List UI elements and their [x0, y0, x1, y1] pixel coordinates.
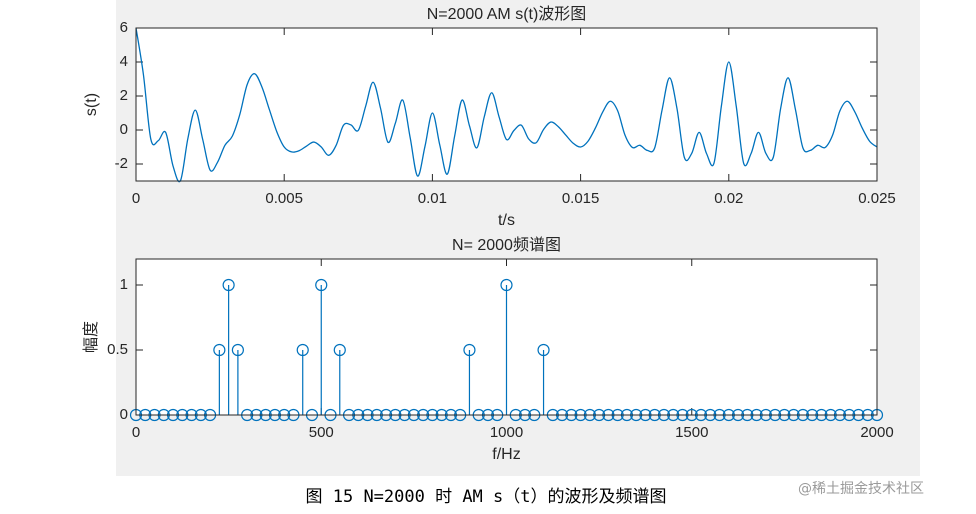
- x-tick-label: 1500: [675, 424, 708, 441]
- x-axis-label: f/Hz: [492, 446, 520, 463]
- plot-area: [136, 28, 877, 181]
- watermark: @稀土掘金技术社区: [798, 481, 924, 497]
- stem-marker: [537, 343, 550, 357]
- stem-marker: [213, 343, 226, 357]
- y-tick-label: 0: [120, 121, 128, 138]
- x-tick-label: 0.025: [858, 190, 896, 207]
- x-tick-label: 0: [132, 424, 140, 441]
- chart-title: N= 2000频谱图: [452, 236, 561, 254]
- y-tick-label: 0: [120, 406, 128, 423]
- stem-marker: [231, 343, 244, 357]
- x-tick-label: 0: [132, 190, 140, 207]
- axes-box: [135, 258, 878, 416]
- x-tick-label: 0.005: [265, 190, 303, 207]
- x-tick-label: 2000: [860, 424, 893, 441]
- x-tick-label: 1000: [490, 424, 523, 441]
- stem-marker: [463, 343, 476, 357]
- y-axis-label: 幅度: [82, 321, 100, 353]
- stem-marker: [500, 278, 513, 292]
- signal-line: [136, 27, 877, 183]
- y-tick-label: 2: [120, 87, 128, 104]
- stem-marker: [296, 343, 309, 357]
- y-tick-label: 0.5: [107, 341, 128, 358]
- y-tick-label: -2: [115, 155, 128, 172]
- x-tick-label: 500: [309, 424, 334, 441]
- stem-marker: [315, 278, 328, 292]
- x-tick-label: 0.01: [418, 190, 447, 207]
- x-axis-label: t/s: [498, 212, 515, 229]
- stem-marker: [222, 278, 235, 292]
- y-tick-label: 6: [120, 19, 128, 36]
- x-tick-label: 0.02: [714, 190, 743, 207]
- axes-box: [135, 27, 878, 182]
- x-tick-label: 0.015: [562, 190, 600, 207]
- stem-marker: [333, 343, 346, 357]
- axes: 0 0.005 0.01 0.015 0.02 0.025 -2 0 2 4 6 N=2000 AM …: [83, 5, 896, 229]
- y-tick-label: 1: [120, 276, 128, 293]
- y-axis-label: s(t): [83, 93, 100, 116]
- chart-title: N=2000 AM s(t)波形图: [427, 5, 587, 23]
- axes: 0 500 1000 1500 2000 0 0.5 1 N= 2000频谱图 f/Hz 幅度: [82, 236, 893, 463]
- caption: 图 15 N=2000 时 AM s（t）的波形及频谱图: [306, 487, 667, 507]
- y-tick-label: 4: [120, 53, 128, 70]
